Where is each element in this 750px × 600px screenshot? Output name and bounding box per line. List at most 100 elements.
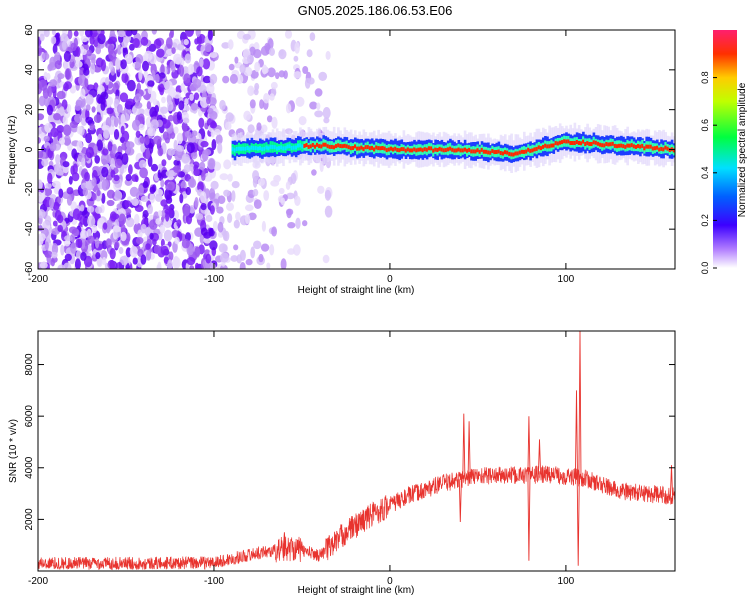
noise-blob bbox=[107, 141, 113, 152]
noise-blob bbox=[217, 195, 226, 204]
noise-blob bbox=[85, 94, 94, 105]
noise-blob bbox=[213, 128, 221, 136]
noise-blob bbox=[86, 205, 95, 213]
noise-blob bbox=[195, 30, 201, 38]
noise-blob bbox=[71, 228, 80, 237]
band-core bbox=[404, 148, 408, 153]
band-core bbox=[607, 142, 610, 147]
noise-blob bbox=[167, 100, 174, 112]
noise-blob bbox=[137, 184, 144, 196]
noise-blob bbox=[56, 214, 64, 224]
band-core bbox=[647, 144, 651, 149]
noise-blob bbox=[106, 199, 115, 207]
band-core bbox=[550, 143, 553, 148]
noise-blob bbox=[278, 187, 285, 195]
band-core bbox=[387, 147, 391, 152]
noise-blob bbox=[62, 161, 70, 168]
noise-blob bbox=[264, 42, 271, 52]
noise-blob bbox=[290, 172, 297, 185]
noise-blob bbox=[84, 171, 90, 182]
noise-blob bbox=[311, 169, 317, 176]
noise-blob bbox=[49, 142, 57, 152]
spectrogram-content bbox=[38, 30, 675, 269]
noise-blob bbox=[209, 205, 215, 215]
band-core bbox=[533, 147, 537, 152]
noise-blob bbox=[283, 70, 288, 79]
band-core bbox=[430, 146, 433, 151]
band-core bbox=[345, 144, 349, 149]
noise-blob bbox=[131, 119, 141, 131]
noise-blob bbox=[234, 56, 239, 64]
noise-blob bbox=[249, 99, 256, 109]
band-core bbox=[520, 149, 524, 154]
noise-blob bbox=[75, 60, 83, 68]
noise-blob bbox=[200, 203, 207, 211]
band-core bbox=[408, 148, 412, 153]
noise-blob bbox=[210, 180, 219, 190]
band-core bbox=[518, 150, 522, 155]
band-core bbox=[360, 145, 363, 150]
noise-blob bbox=[39, 33, 45, 42]
band-core bbox=[330, 144, 334, 149]
band-core bbox=[613, 143, 617, 148]
noise-blob bbox=[138, 159, 147, 169]
noise-blob bbox=[80, 48, 87, 55]
band-core bbox=[413, 147, 416, 152]
noise-blob bbox=[158, 163, 163, 170]
noise-blob bbox=[173, 159, 180, 166]
noise-blob bbox=[302, 66, 309, 74]
noise-blob bbox=[295, 96, 305, 107]
noise-blob bbox=[110, 158, 116, 170]
noise-blob bbox=[285, 181, 291, 190]
band-core bbox=[468, 147, 471, 152]
noise-blob bbox=[101, 179, 110, 191]
noise-blob bbox=[219, 252, 229, 263]
band-core bbox=[493, 150, 496, 155]
band-core bbox=[307, 144, 311, 149]
noise-blob bbox=[271, 226, 277, 237]
noise-blob bbox=[125, 147, 135, 156]
band-core bbox=[406, 147, 410, 152]
noise-blob bbox=[190, 102, 199, 111]
noise-blob bbox=[129, 246, 139, 258]
x-tick-label: -200 bbox=[28, 576, 48, 587]
noise-blob bbox=[96, 256, 103, 268]
noise-blob bbox=[175, 145, 185, 152]
noise-blob bbox=[227, 173, 233, 182]
noise-blob bbox=[180, 82, 186, 92]
band-core bbox=[615, 144, 619, 149]
noise-blob bbox=[52, 44, 58, 54]
y-tick-label: 40 bbox=[24, 64, 35, 76]
band-core bbox=[423, 147, 427, 152]
noise-blob bbox=[67, 30, 73, 40]
band-core bbox=[377, 146, 380, 151]
noise-blob bbox=[38, 113, 45, 121]
noise-blob bbox=[173, 255, 180, 267]
noise-blob bbox=[226, 202, 234, 211]
noise-blob bbox=[52, 220, 58, 227]
noise-blob bbox=[135, 93, 142, 102]
noise-blob bbox=[116, 262, 123, 269]
band-core bbox=[389, 146, 393, 151]
noise-blob bbox=[201, 171, 206, 182]
noise-blob bbox=[209, 52, 218, 58]
band-core bbox=[554, 141, 558, 146]
noise-blob bbox=[236, 74, 244, 84]
spectrogram-y-label: Frequency (Hz) bbox=[7, 116, 18, 185]
band-core bbox=[339, 144, 342, 148]
noise-blob bbox=[209, 240, 218, 251]
band-core bbox=[645, 144, 648, 149]
noise-blob bbox=[79, 229, 89, 239]
noise-blob bbox=[97, 33, 106, 45]
noise-blob bbox=[91, 177, 97, 187]
noise-blob bbox=[160, 199, 168, 207]
band-core bbox=[577, 141, 581, 145]
noise-blob bbox=[314, 88, 323, 97]
band-core bbox=[364, 145, 368, 150]
noise-blob bbox=[271, 116, 278, 129]
y-tick-label: -20 bbox=[24, 182, 35, 197]
snr-spike bbox=[574, 390, 578, 478]
band-core bbox=[252, 146, 256, 151]
band-core bbox=[273, 145, 277, 150]
